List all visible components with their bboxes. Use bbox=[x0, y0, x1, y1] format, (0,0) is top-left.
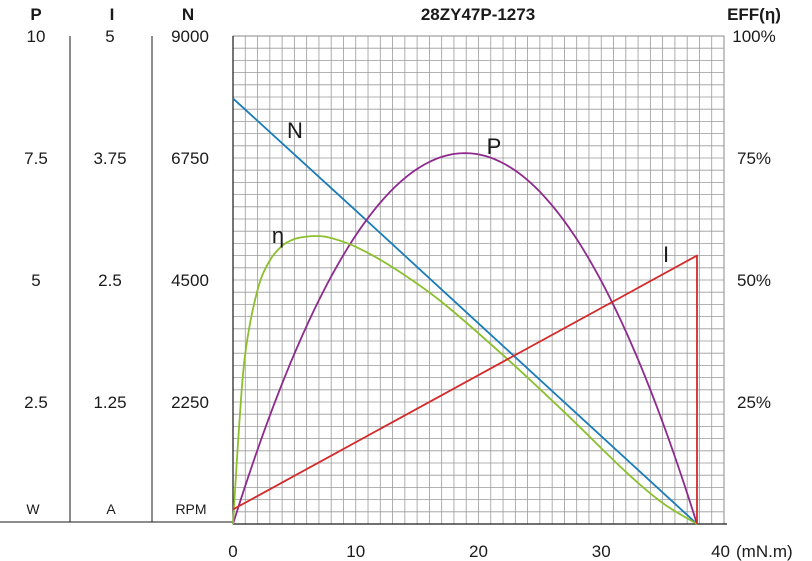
tick-label-i: 1.25 bbox=[93, 393, 126, 412]
i-axis-unit: A bbox=[106, 501, 116, 517]
chart-axes bbox=[0, 36, 727, 525]
eff-axis-name: EFF(η) bbox=[727, 5, 781, 24]
tick-labels: 2.5 5 7.5 10 1.25 2.5 3.75 5 2250 4500 6750 9000 25%… bbox=[24, 27, 776, 561]
tick-label-i: 2.5 bbox=[98, 271, 122, 290]
series-line-n bbox=[232, 97, 698, 525]
tick-label-p: 10 bbox=[27, 27, 46, 46]
curve-label-eff: η bbox=[272, 223, 284, 248]
curve-labels: N Pη I bbox=[272, 118, 669, 267]
chart-title: 28ZY47P-1273 bbox=[421, 5, 535, 24]
curve-label-i: I bbox=[663, 242, 669, 267]
tick-label-x: 0 bbox=[228, 542, 237, 561]
tick-label-p: 7.5 bbox=[24, 149, 48, 168]
p-axis-unit: W bbox=[26, 501, 40, 517]
n-axis-unit: RPM bbox=[175, 501, 206, 517]
tick-label-n: 6750 bbox=[171, 149, 209, 168]
tick-label-eff: 75% bbox=[737, 149, 771, 168]
data-series bbox=[232, 97, 698, 525]
tick-label-eff: 50% bbox=[737, 271, 771, 290]
series-line-p bbox=[232, 152, 698, 525]
curve-label-p: P bbox=[487, 134, 502, 159]
series-line-i bbox=[232, 254, 698, 524]
tick-label-p: 2.5 bbox=[24, 393, 48, 412]
tick-label-eff: 25% bbox=[737, 393, 771, 412]
n-axis-name: N bbox=[182, 5, 194, 24]
chart-grid bbox=[232, 35, 725, 525]
tick-label-eff: 100% bbox=[732, 27, 775, 46]
tick-label-p: 5 bbox=[31, 271, 40, 290]
tick-label-x: 20 bbox=[469, 542, 488, 561]
tick-label-x: 10 bbox=[346, 542, 365, 561]
p-axis-name: P bbox=[30, 5, 41, 24]
tick-label-n: 4500 bbox=[171, 271, 209, 290]
x-axis-label: (mN.m) bbox=[736, 542, 793, 561]
tick-label-i: 3.75 bbox=[93, 149, 126, 168]
tick-label-n: 9000 bbox=[171, 27, 209, 46]
tick-label-x: 40 bbox=[711, 542, 730, 561]
tick-label-i: 5 bbox=[105, 27, 114, 46]
i-axis-name: I bbox=[110, 5, 115, 24]
series-line-eff bbox=[232, 235, 698, 525]
tick-label-n: 2250 bbox=[171, 393, 209, 412]
tick-label-x: 30 bbox=[592, 542, 611, 561]
curve-label-n: N bbox=[287, 118, 303, 143]
